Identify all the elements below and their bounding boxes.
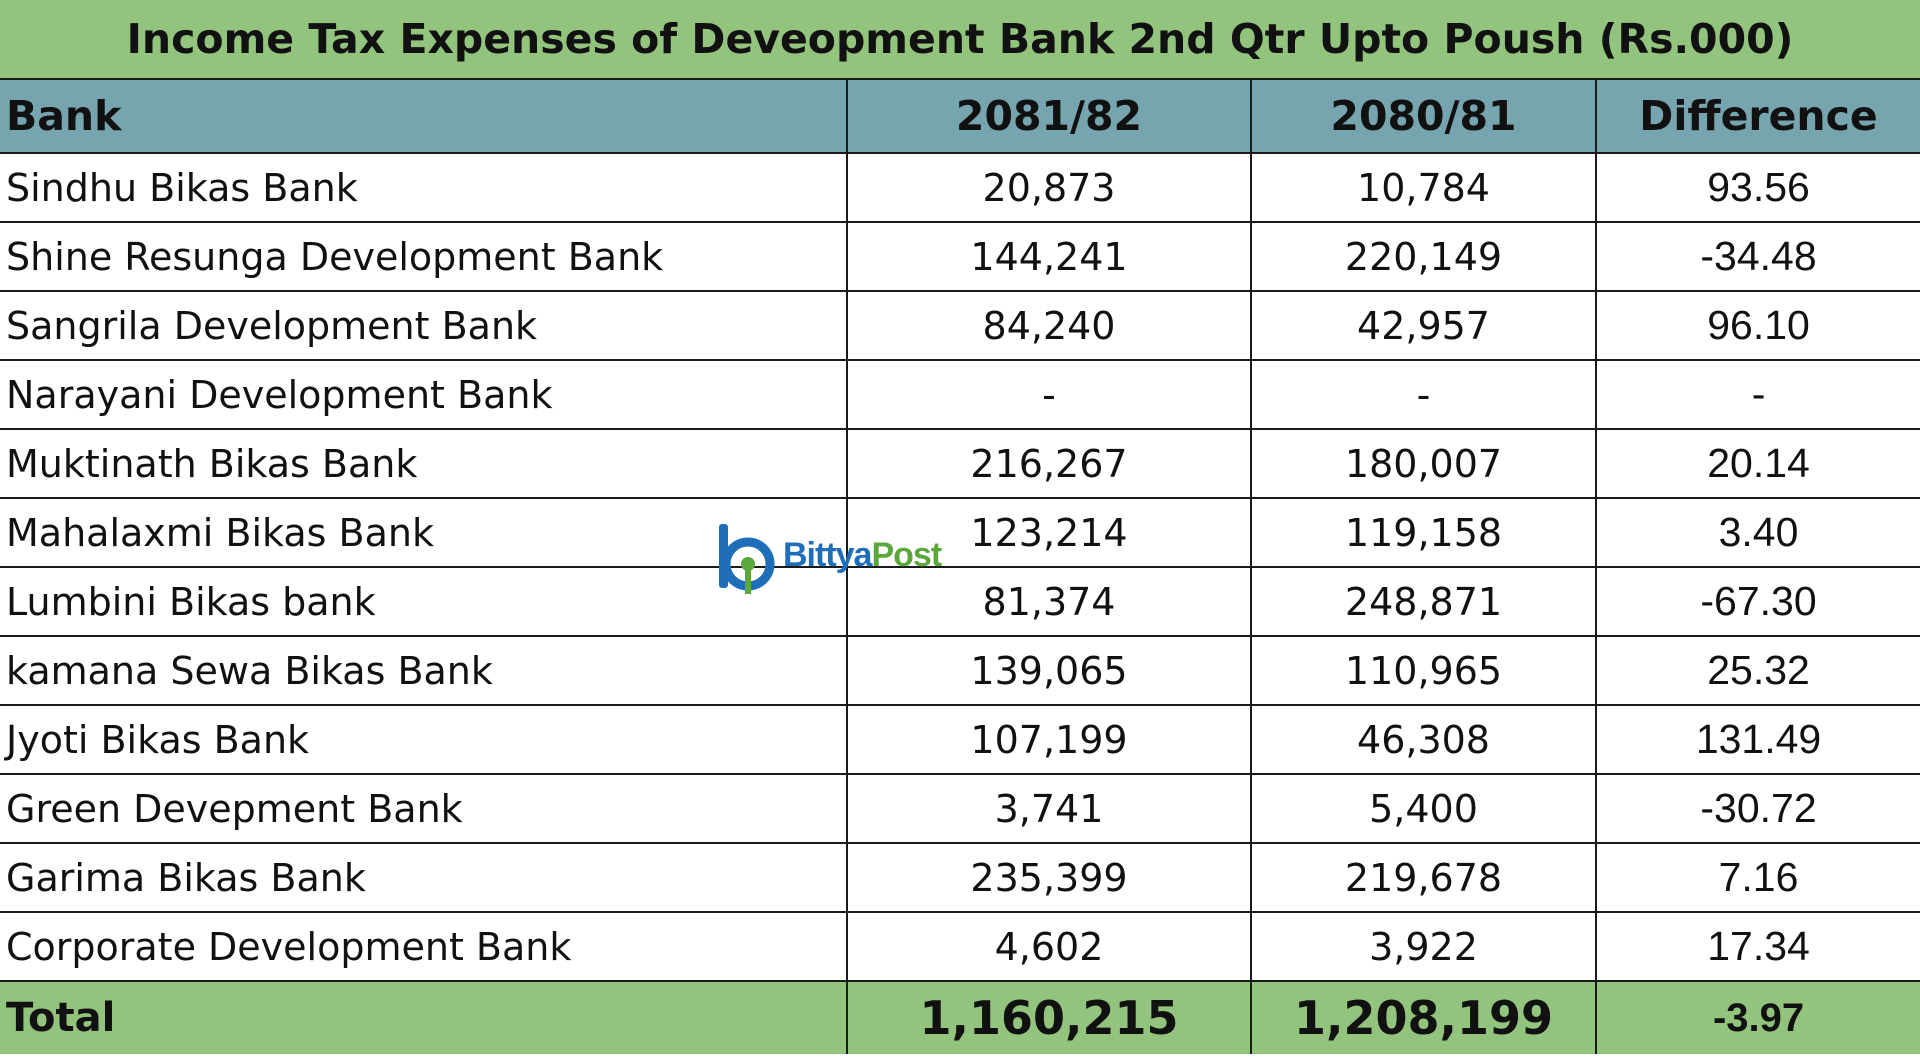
difference-cell: 17.34 [1594, 911, 1920, 982]
difference-cell: -30.72 [1594, 773, 1920, 844]
difference-cell: 20.14 [1594, 428, 1920, 499]
table-row: Sangrila Development Bank 84,240 42,957 96.… [0, 290, 1920, 361]
value-2081-82-cell: - [846, 359, 1252, 430]
table-row: Green Devepment Bank 3,741 5,400 -30.72 [0, 773, 1920, 844]
value-2080-81-cell: 180,007 [1250, 428, 1597, 499]
value-2081-82-cell: 84,240 [846, 290, 1252, 361]
total-2081-82: 1,160,215 [846, 980, 1252, 1054]
table-row: Lumbini Bikas bank 81,374 248,871 -67.30 [0, 566, 1920, 637]
table-row: kamana Sewa Bikas Bank 139,065 110,965 25.3… [0, 635, 1920, 706]
value-2081-82-cell: 139,065 [846, 635, 1252, 706]
difference-cell: 7.16 [1594, 842, 1920, 913]
bank-name-cell: Mahalaxmi Bikas Bank [0, 497, 848, 568]
bank-name-cell: Corporate Development Bank [0, 911, 848, 982]
value-2081-82-cell: 81,374 [846, 566, 1252, 637]
bank-name-cell: Narayani Development Bank [0, 359, 848, 430]
difference-cell: 25.32 [1594, 635, 1920, 706]
value-2080-81-cell: 110,965 [1250, 635, 1597, 706]
bank-name-cell: Jyoti Bikas Bank [0, 704, 848, 775]
column-header-bank: Bank [0, 79, 848, 154]
difference-cell: -34.48 [1594, 221, 1920, 292]
table-title: Income Tax Expenses of Deveopment Bank 2… [0, 0, 1920, 80]
table-row: Garima Bikas Bank 235,399 219,678 7.16 [0, 842, 1920, 913]
table-header-row: Bank 2081/82 2080/81 Difference [0, 79, 1920, 154]
value-2080-81-cell: 248,871 [1250, 566, 1597, 637]
total-label: Total [0, 980, 848, 1054]
value-2080-81-cell: 3,922 [1250, 911, 1597, 982]
value-2081-82-cell: 144,241 [846, 221, 1252, 292]
value-2081-82-cell: 107,199 [846, 704, 1252, 775]
value-2081-82-cell: 4,602 [846, 911, 1252, 982]
value-2080-81-cell: 10,784 [1250, 152, 1597, 223]
table-row: Jyoti Bikas Bank 107,199 46,308 131.49 [0, 704, 1920, 775]
value-2080-81-cell: - [1250, 359, 1597, 430]
table-row: Sindhu Bikas Bank 20,873 10,784 93.56 [0, 152, 1920, 223]
table-row: Shine Resunga Development Bank 144,241 220… [0, 221, 1920, 292]
bank-name-cell: Sindhu Bikas Bank [0, 152, 848, 223]
total-row: Total 1,160,215 1,208,199 -3.97 [0, 980, 1920, 1054]
bank-name-cell: Sangrila Development Bank [0, 290, 848, 361]
value-2081-82-cell: 216,267 [846, 428, 1252, 499]
column-header-difference: Difference [1594, 79, 1920, 154]
value-2081-82-cell: 235,399 [846, 842, 1252, 913]
difference-cell: -67.30 [1594, 566, 1920, 637]
difference-cell: - [1594, 359, 1920, 430]
difference-cell: 131.49 [1594, 704, 1920, 775]
bank-name-cell: Green Devepment Bank [0, 773, 848, 844]
table-row: Muktinath Bikas Bank 216,267 180,007 20.14 [0, 428, 1920, 499]
total-2080-81: 1,208,199 [1250, 980, 1597, 1054]
column-header-2080-81: 2080/81 [1250, 79, 1597, 154]
bank-name-cell: Garima Bikas Bank [0, 842, 848, 913]
value-2080-81-cell: 219,678 [1250, 842, 1597, 913]
value-2081-82-cell: 3,741 [846, 773, 1252, 844]
value-2080-81-cell: 42,957 [1250, 290, 1597, 361]
table-row: Narayani Development Bank - - - [0, 359, 1920, 430]
difference-cell: 3.40 [1594, 497, 1920, 568]
table-title-row: Income Tax Expenses of Deveopment Bank 2… [0, 0, 1920, 80]
value-2080-81-cell: 5,400 [1250, 773, 1597, 844]
difference-cell: 96.10 [1594, 290, 1920, 361]
value-2080-81-cell: 119,158 [1250, 497, 1597, 568]
column-header-2081-82: 2081/82 [846, 79, 1252, 154]
table-row: Mahalaxmi Bikas Bank 123,214 119,158 3.40 [0, 497, 1920, 568]
value-2080-81-cell: 220,149 [1250, 221, 1597, 292]
bank-name-cell: Muktinath Bikas Bank [0, 428, 848, 499]
bank-name-cell: kamana Sewa Bikas Bank [0, 635, 848, 706]
value-2080-81-cell: 46,308 [1250, 704, 1597, 775]
value-2081-82-cell: 20,873 [846, 152, 1252, 223]
bank-name-cell: Lumbini Bikas bank [0, 566, 848, 637]
bank-name-cell: Shine Resunga Development Bank [0, 221, 848, 292]
total-difference: -3.97 [1594, 980, 1920, 1054]
table-row: Corporate Development Bank 4,602 3,922 17.3… [0, 911, 1920, 982]
difference-cell: 93.56 [1594, 152, 1920, 223]
value-2081-82-cell: 123,214 [846, 497, 1252, 568]
